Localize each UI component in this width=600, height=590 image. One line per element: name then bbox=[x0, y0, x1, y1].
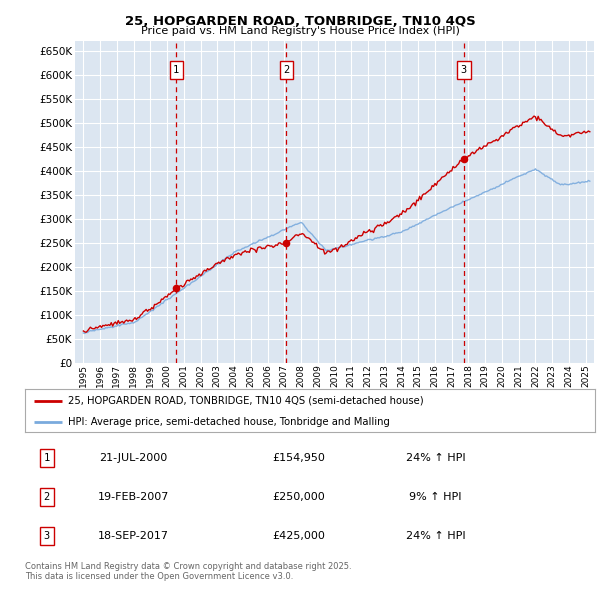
Text: HPI: Average price, semi-detached house, Tonbridge and Malling: HPI: Average price, semi-detached house,… bbox=[68, 417, 390, 427]
Text: 24% ↑ HPI: 24% ↑ HPI bbox=[406, 531, 466, 541]
Text: 24% ↑ HPI: 24% ↑ HPI bbox=[406, 453, 466, 463]
Text: Contains HM Land Registry data © Crown copyright and database right 2025.
This d: Contains HM Land Registry data © Crown c… bbox=[25, 562, 352, 581]
Text: 9% ↑ HPI: 9% ↑ HPI bbox=[409, 492, 462, 502]
Text: 19-FEB-2007: 19-FEB-2007 bbox=[98, 492, 169, 502]
Text: 25, HOPGARDEN ROAD, TONBRIDGE, TN10 4QS (semi-detached house): 25, HOPGARDEN ROAD, TONBRIDGE, TN10 4QS … bbox=[68, 396, 424, 406]
Text: 3: 3 bbox=[44, 531, 50, 541]
Text: 21-JUL-2000: 21-JUL-2000 bbox=[100, 453, 167, 463]
Text: Price paid vs. HM Land Registry's House Price Index (HPI): Price paid vs. HM Land Registry's House … bbox=[140, 26, 460, 36]
Text: 2: 2 bbox=[44, 492, 50, 502]
Text: 25, HOPGARDEN ROAD, TONBRIDGE, TN10 4QS: 25, HOPGARDEN ROAD, TONBRIDGE, TN10 4QS bbox=[125, 15, 475, 28]
Text: 2: 2 bbox=[283, 65, 290, 75]
Text: £154,950: £154,950 bbox=[272, 453, 325, 463]
Text: 1: 1 bbox=[173, 65, 179, 75]
Text: 1: 1 bbox=[44, 453, 50, 463]
Text: £250,000: £250,000 bbox=[272, 492, 325, 502]
Text: 18-SEP-2017: 18-SEP-2017 bbox=[98, 531, 169, 541]
Text: 3: 3 bbox=[461, 65, 467, 75]
Text: £425,000: £425,000 bbox=[272, 531, 325, 541]
